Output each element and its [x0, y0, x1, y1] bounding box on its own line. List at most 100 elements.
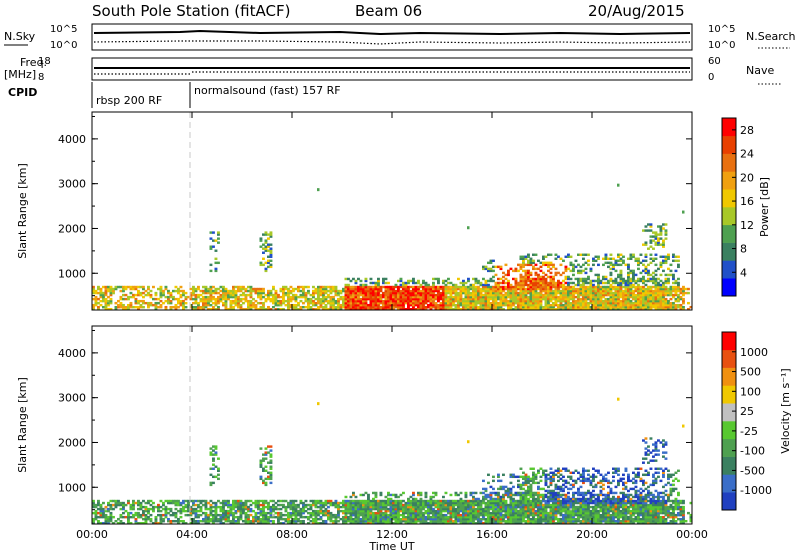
- freq-panel: Freq. [MHz] 18 8 60 0 Nave: [4, 56, 782, 85]
- power-cell: [247, 285, 250, 289]
- power-cell: [622, 305, 625, 309]
- velocity-cell: [412, 499, 415, 503]
- power-cell: [429, 295, 433, 299]
- velocity-cell: [429, 521, 433, 525]
- velocity-cell: [144, 507, 148, 511]
- velocity-cell: [379, 509, 383, 513]
- power-cell: [194, 301, 198, 305]
- velocity-cell: [97, 501, 100, 505]
- velocity-cell: [182, 505, 185, 509]
- power-cell: [577, 297, 580, 301]
- power-cell: [382, 277, 385, 281]
- velocity-cell: [382, 521, 385, 525]
- power-cell: [564, 297, 568, 301]
- power-cell: [349, 307, 353, 311]
- power-cell: [299, 299, 303, 303]
- velocity-cell: [424, 519, 428, 523]
- power-cell: [344, 285, 348, 289]
- power-cell: [644, 291, 648, 295]
- velocity-cell: [527, 503, 530, 507]
- power-cell: [444, 293, 448, 297]
- power-cell: [642, 293, 645, 297]
- velocity-cell: [357, 503, 360, 507]
- power-cell: [582, 263, 585, 267]
- velocity-cell: [117, 503, 120, 507]
- power-colorbar-swatch: [722, 260, 736, 279]
- power-cell: [109, 285, 113, 289]
- velocity-cell: [444, 513, 448, 517]
- velocity-cell: [327, 513, 330, 517]
- power-cell: [379, 297, 383, 301]
- power-cell: [624, 287, 628, 291]
- velocity-cell: [522, 499, 525, 503]
- power-cell: [434, 303, 438, 307]
- velocity-cell: [239, 507, 243, 511]
- power-cell: [657, 297, 660, 301]
- power-cell: [234, 301, 238, 305]
- velocity-cell: [184, 503, 188, 507]
- velocity-cell: [304, 505, 308, 509]
- velocity-cell: [289, 501, 293, 505]
- velocity-cell: [214, 517, 218, 521]
- velocity-cell: [429, 519, 433, 523]
- power-cell: [362, 293, 365, 297]
- velocity-cell: [497, 499, 500, 503]
- velocity-cell: [349, 515, 353, 519]
- velocity-cell: [392, 517, 395, 521]
- velocity-cell: [434, 517, 438, 521]
- velocity-cell: [309, 519, 313, 523]
- velocity-cell: [114, 501, 118, 505]
- velocity-cell: [259, 511, 263, 515]
- velocity-cell: [467, 507, 470, 511]
- power-cell: [597, 299, 600, 303]
- power-cell: [562, 279, 565, 283]
- power-cell: [579, 307, 583, 311]
- power-cell: [214, 301, 218, 305]
- power-cell: [479, 297, 483, 301]
- power-cell: [622, 307, 625, 311]
- power-cell: [354, 295, 358, 299]
- power-cell: [169, 301, 173, 305]
- power-cell: [417, 305, 420, 309]
- velocity-cell: [134, 517, 138, 521]
- power-cell: [617, 255, 620, 258]
- power-cell: [332, 303, 335, 307]
- power-cell: [102, 295, 105, 299]
- power-cell: [347, 291, 350, 295]
- velocity-cell: [272, 513, 275, 517]
- power-cell: [627, 287, 630, 291]
- velocity-cell: [197, 499, 200, 503]
- power-cell: [174, 289, 178, 293]
- velocity-cell: [257, 521, 260, 525]
- velocity-cell: [339, 501, 343, 505]
- velocity-cell: [269, 513, 273, 517]
- power-cell: [334, 287, 338, 291]
- power-cell: [124, 305, 128, 309]
- power-cell: [612, 265, 615, 269]
- velocity-cell: [177, 517, 180, 521]
- power-cell: [572, 295, 575, 299]
- power-cell: [432, 301, 435, 305]
- velocity-cell: [404, 507, 408, 511]
- velocity-cell: [282, 503, 285, 507]
- power-cell: [407, 303, 410, 307]
- velocity-cell: [187, 507, 190, 511]
- power-cell: [209, 289, 213, 293]
- velocity-cell: [507, 513, 510, 517]
- power-cell: [259, 297, 263, 301]
- power-cell: [519, 257, 523, 261]
- velocity-cell: [364, 501, 368, 505]
- power-cell: [509, 295, 513, 299]
- power-cell: [554, 307, 558, 311]
- velocity-cell: [162, 519, 165, 523]
- power-cell: [649, 289, 653, 293]
- velocity-cell: [439, 513, 443, 517]
- power-cell: [644, 289, 648, 293]
- power-cell: [609, 261, 613, 265]
- velocity-cell: [482, 509, 485, 513]
- velocity-cell: [409, 519, 413, 523]
- power-cell: [487, 289, 490, 293]
- power-cell: [359, 305, 363, 309]
- velocity-cell: [499, 517, 503, 521]
- power-cell: [469, 303, 473, 307]
